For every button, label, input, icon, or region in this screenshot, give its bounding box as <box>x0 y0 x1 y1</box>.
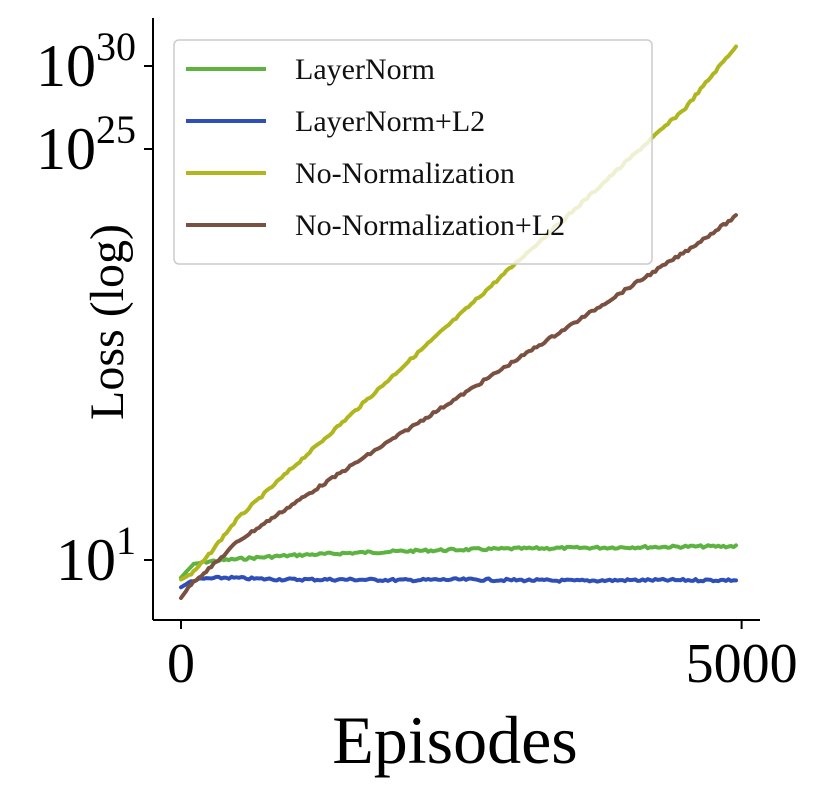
series-line-layernorm <box>179 543 738 580</box>
y-tick-label: 101 <box>56 518 136 593</box>
series-line-layernorm-l2 <box>179 574 738 590</box>
legend-label: No-Normalization <box>295 157 515 190</box>
legend-label: No-Normalization+L2 <box>295 209 565 242</box>
series-line-no-normalization-l2 <box>179 213 738 600</box>
y-tick-label: 1030 <box>36 24 136 99</box>
y-tick-label: 1025 <box>36 107 136 182</box>
x-tick-label: 5000 <box>686 633 798 695</box>
y-axis-title: Loss (log) <box>81 224 134 420</box>
x-axis-title: Episodes <box>332 702 578 778</box>
legend-box <box>173 39 653 265</box>
legend: LayerNorm LayerNorm+L2 No-Normalization No-… <box>173 39 653 265</box>
x-tick-label: 0 <box>167 633 195 695</box>
legend-label: LayerNorm+L2 <box>295 105 485 138</box>
series-lines <box>179 44 738 600</box>
axes <box>152 18 760 621</box>
legend-label: LayerNorm <box>295 53 435 86</box>
axis-ticks: 0 5000 101 1025 1030 <box>36 24 798 695</box>
